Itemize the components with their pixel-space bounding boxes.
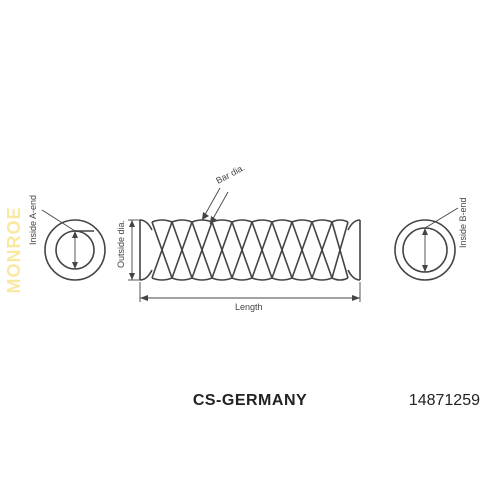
label-outside-dia: Outside dia.: [116, 220, 126, 268]
length-dimension: Length: [140, 282, 360, 312]
bar-dia-dimension: Bar dia.: [202, 162, 246, 224]
label-bar-dia: Bar dia.: [214, 162, 246, 185]
brand-text: CS-GERMANY: [193, 392, 307, 410]
label-inside-b: Inside B-end: [458, 197, 468, 248]
end-b-view: Inside B-end: [395, 197, 468, 280]
end-a-view: Inside A-end: [28, 195, 105, 280]
outside-dia-dimension: Outside dia.: [116, 220, 140, 280]
spring-side-view: [140, 220, 360, 280]
part-number: 14871259: [409, 392, 480, 410]
spring-diagram: Inside A-end Inside B-end: [20, 150, 480, 350]
label-length: Length: [235, 302, 263, 312]
label-inside-a: Inside A-end: [28, 195, 38, 245]
